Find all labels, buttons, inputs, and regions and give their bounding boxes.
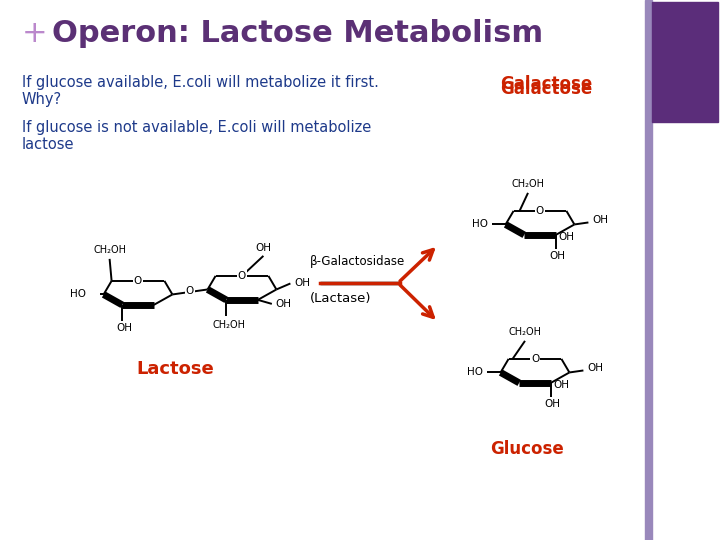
Text: Glucose: Glucose [490, 440, 564, 458]
Text: OH: OH [276, 299, 292, 309]
Text: Lactose: Lactose [136, 360, 214, 378]
Text: O: O [186, 286, 194, 296]
Bar [645, 0, 652, 540]
Text: HO: HO [70, 289, 86, 300]
Text: O: O [134, 276, 142, 286]
Text: Galactose: Galactose [500, 75, 593, 93]
Text: OH: OH [593, 215, 608, 226]
Text: O: O [536, 206, 544, 216]
Text: O: O [238, 271, 246, 281]
Text: (Lactase): (Lactase) [310, 292, 372, 305]
Text: Operon: Lactose Metabolism: Operon: Lactose Metabolism [52, 18, 543, 48]
Text: OH: OH [545, 399, 561, 409]
Text: O: O [531, 354, 539, 364]
Text: CH₂OH: CH₂OH [212, 320, 246, 330]
Text: HO: HO [467, 367, 482, 377]
Text: CH₂OH: CH₂OH [93, 245, 126, 255]
Text: Galactose: Galactose [500, 80, 593, 98]
Text: OH: OH [256, 243, 271, 253]
Text: β-Galactosidase: β-Galactosidase [310, 255, 405, 268]
Bar [652, 2, 718, 122]
Text: OH: OH [559, 232, 575, 242]
Text: OH: OH [294, 279, 310, 288]
Text: HO: HO [472, 219, 487, 230]
Text: If glucose is not available, E.coli will metabolize: If glucose is not available, E.coli will… [22, 120, 372, 135]
Text: Why?: Why? [22, 92, 62, 107]
Text: +: + [22, 18, 48, 48]
Text: lactose: lactose [22, 137, 74, 152]
Text: OH: OH [588, 363, 603, 374]
Text: OH: OH [554, 380, 570, 390]
Text: CH₂OH: CH₂OH [508, 327, 541, 337]
Text: CH₂OH: CH₂OH [511, 179, 544, 189]
Text: OH: OH [116, 323, 132, 333]
Text: If glucose available, E.coli will metabolize it first.: If glucose available, E.coli will metabo… [22, 75, 379, 90]
Text: OH: OH [550, 251, 566, 261]
